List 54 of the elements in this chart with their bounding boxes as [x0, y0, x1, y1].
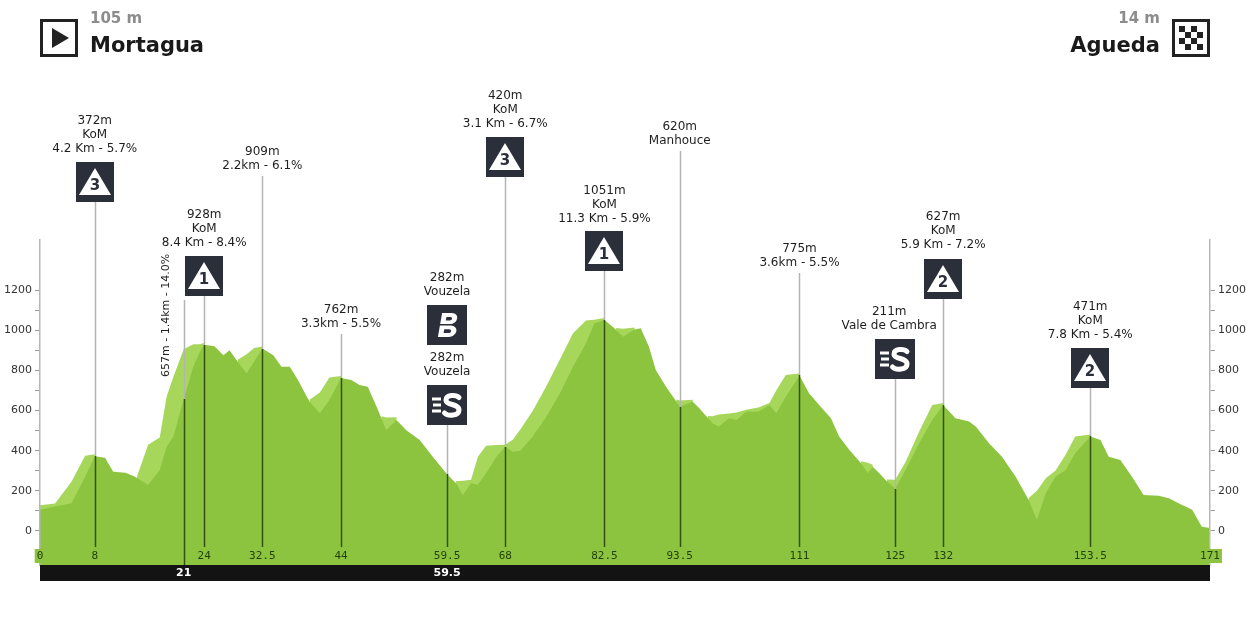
- annotation: 2: [936, 273, 950, 291]
- x-tick-label: 68: [498, 548, 512, 562]
- ref-line-label: 909m 2.2km - 6.1%: [222, 144, 303, 173]
- x-tick-label: 8: [91, 548, 99, 562]
- ref-line-label: 282m Vouzela: [423, 350, 471, 379]
- text: 105 m: [90, 9, 143, 28]
- y2-tick-label: 1200: [1218, 283, 1246, 297]
- ref-line-label: 620m Manhouce: [648, 119, 711, 148]
- x-tick-label: 32.5: [249, 548, 276, 562]
- x-tick-label: 171: [1200, 548, 1220, 562]
- y-tick-label: 800: [11, 363, 32, 377]
- ref-line-label: 928m KoM 8.4 Km - 8.4%: [161, 207, 247, 250]
- y-tick-label: 1000: [4, 323, 32, 337]
- annotation: 1: [197, 270, 211, 288]
- x-tick-label: 111: [789, 548, 810, 562]
- ref-line-label: 420m KoM 3.1 Km - 6.7%: [462, 88, 548, 131]
- text: Mortagua: [90, 32, 205, 57]
- text: 3: [498, 151, 512, 169]
- ref-line-label: 1051m KoM 11.3 Km - 5.9%: [558, 183, 651, 226]
- ref-line-label: 762m 3.3km - 5.5%: [300, 302, 382, 331]
- x-tick-label: 132: [933, 548, 954, 562]
- x-tick-label: 125: [885, 548, 906, 562]
- y-tick-label: 200: [11, 483, 32, 497]
- x-tick-label: 24: [197, 548, 212, 562]
- text: 14 m: [1118, 9, 1160, 28]
- annotation: 1: [597, 245, 611, 263]
- x2-tick-label: 59.5: [433, 566, 461, 580]
- y-tick-label: 1200: [4, 283, 32, 297]
- y2-tick-label: 1000: [1218, 323, 1246, 337]
- y2-tick-label: 200: [1218, 483, 1239, 497]
- y-tick-label: 400: [11, 443, 32, 457]
- y2-tick-label: 0: [1218, 523, 1225, 537]
- x-tick-label: 93.5: [666, 548, 693, 562]
- text: 3: [88, 176, 102, 194]
- y2-tick-label: 800: [1218, 363, 1239, 377]
- x-tick-label: 153.5: [1073, 548, 1107, 562]
- ref-line-label: 775m 3.6km - 5.5%: [759, 241, 840, 270]
- x2-tick-label: 21: [176, 566, 192, 580]
- x-tick-label: 59.5: [433, 548, 461, 562]
- y-tick-label: 0: [25, 523, 32, 537]
- y-tick-label: 600: [11, 403, 32, 417]
- ref-line-label: 471m KoM 7.8 Km - 5.4%: [1047, 299, 1133, 342]
- annotation: 2: [1083, 362, 1097, 380]
- ref-line-label: 657m - 1.4km - 14.0%: [158, 253, 172, 377]
- y2-tick-label: 600: [1218, 403, 1239, 417]
- x-tick-label: 0: [36, 548, 44, 562]
- ref-line-label: 211m Vale de Cambra: [841, 304, 937, 333]
- ref-line-label: 627m KoM 5.9 Km - 7.2%: [900, 209, 986, 252]
- x-tick-label: 82.5: [591, 548, 618, 562]
- text: Agueda: [1070, 32, 1160, 57]
- x-tick-label: 44: [334, 548, 349, 562]
- ref-line-label: 372m KoM 4.2 Km - 5.7%: [52, 113, 138, 156]
- y2-tick-label: 400: [1218, 443, 1239, 457]
- annotation: 282m Vouzela: [423, 270, 471, 299]
